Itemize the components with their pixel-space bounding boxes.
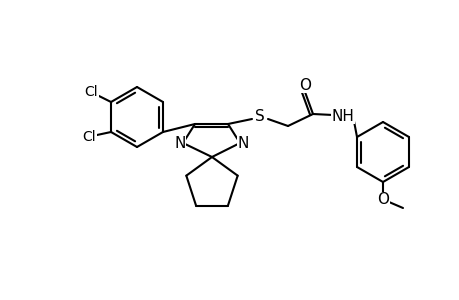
Text: Cl: Cl — [84, 85, 98, 99]
Text: Cl: Cl — [82, 130, 95, 144]
Text: N: N — [174, 136, 185, 151]
Text: N: N — [237, 136, 248, 151]
Text: O: O — [298, 77, 310, 92]
Text: NH: NH — [331, 109, 354, 124]
Text: O: O — [376, 193, 388, 208]
Text: S: S — [255, 109, 264, 124]
